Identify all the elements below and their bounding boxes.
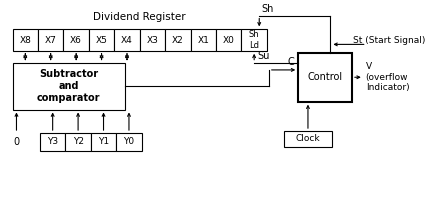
Bar (13, 29, 38, 51)
Text: Y1: Y1 (98, 137, 109, 146)
Bar (114, 29, 140, 51)
Text: X1: X1 (197, 36, 209, 45)
Bar (191, 29, 216, 51)
Bar (140, 29, 165, 51)
Bar (116, 133, 142, 151)
Bar (91, 133, 116, 151)
Bar (165, 29, 191, 51)
Text: X5: X5 (96, 36, 107, 45)
Bar (284, 131, 333, 147)
Text: Y2: Y2 (73, 137, 84, 146)
Text: Sh
Ld: Sh Ld (249, 30, 259, 50)
Text: X8: X8 (19, 36, 31, 45)
Bar (13, 63, 125, 110)
Text: Subtractor
and
comparator: Subtractor and comparator (37, 70, 100, 103)
Text: St (Start Signal): St (Start Signal) (353, 36, 425, 45)
Text: Y0: Y0 (123, 137, 135, 146)
Text: Clock: Clock (296, 134, 320, 143)
Text: C: C (288, 57, 294, 67)
Text: X3: X3 (146, 36, 158, 45)
Text: Dividend Register: Dividend Register (94, 11, 186, 21)
Bar (216, 29, 242, 51)
Text: Sh: Sh (261, 4, 274, 14)
Bar (38, 29, 63, 51)
Text: Su: Su (257, 51, 269, 61)
Text: X0: X0 (223, 36, 235, 45)
Bar (298, 53, 352, 102)
Bar (242, 29, 267, 51)
Text: 0: 0 (13, 137, 19, 147)
Text: V
(overflow
Indicator): V (overflow Indicator) (365, 62, 409, 92)
Text: Y3: Y3 (47, 137, 58, 146)
Bar (63, 29, 89, 51)
Text: X7: X7 (45, 36, 57, 45)
Text: X4: X4 (121, 36, 133, 45)
Bar (89, 29, 114, 51)
Bar (40, 133, 65, 151)
Text: X2: X2 (172, 36, 184, 45)
Text: Control: Control (307, 72, 343, 82)
Bar (65, 133, 91, 151)
Text: X6: X6 (70, 36, 82, 45)
